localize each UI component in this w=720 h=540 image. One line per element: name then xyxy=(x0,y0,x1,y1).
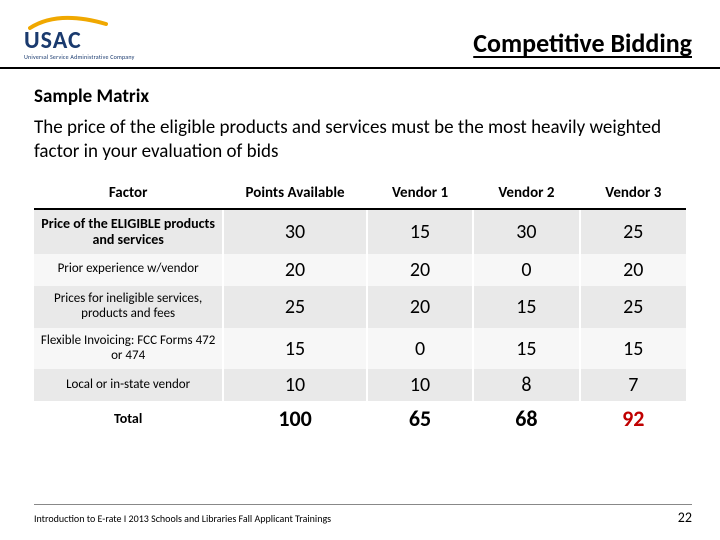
value-cell: 15 xyxy=(473,286,579,328)
col-points: Points Available xyxy=(223,178,367,209)
total-value: 65 xyxy=(367,401,473,436)
logo-swoosh-icon xyxy=(28,14,108,32)
value-cell: 20 xyxy=(580,254,686,286)
slide-footer: Introduction to E-rate I 2013 Schools an… xyxy=(34,504,692,526)
table-row: Prices for ineligible services, products… xyxy=(34,286,686,328)
value-cell: 30 xyxy=(473,209,579,254)
value-cell: 25 xyxy=(223,286,367,328)
table-body: Price of the ELIGIBLE products and servi… xyxy=(34,209,686,437)
sample-matrix-table: Factor Points Available Vendor 1 Vendor … xyxy=(34,178,686,437)
usac-logo: USAC Universal Service Administrative Co… xyxy=(24,14,135,61)
col-factor: Factor xyxy=(34,178,223,209)
value-cell: 15 xyxy=(473,328,579,370)
col-vendor2: Vendor 2 xyxy=(473,178,579,209)
value-cell: 15 xyxy=(223,328,367,370)
intro-text: The price of the eligible products and s… xyxy=(34,116,686,164)
table-row: Prior experience w/vendor2020020 xyxy=(34,254,686,286)
total-value: 100 xyxy=(223,401,367,436)
value-cell: 0 xyxy=(367,328,473,370)
value-cell: 15 xyxy=(580,328,686,370)
value-cell: 10 xyxy=(367,369,473,401)
col-vendor1: Vendor 1 xyxy=(367,178,473,209)
value-cell: 25 xyxy=(580,209,686,254)
col-vendor3: Vendor 3 xyxy=(580,178,686,209)
value-cell: 20 xyxy=(223,254,367,286)
table-row: Price of the ELIGIBLE products and servi… xyxy=(34,209,686,254)
table-row: Flexible Invoicing: FCC Forms 472 or 474… xyxy=(34,328,686,370)
total-value: 68 xyxy=(473,401,579,436)
factor-cell: Flexible Invoicing: FCC Forms 472 or 474 xyxy=(34,328,223,370)
subtitle: Sample Matrix xyxy=(34,85,686,108)
page-number: 22 xyxy=(678,509,692,526)
table-header-row: Factor Points Available Vendor 1 Vendor … xyxy=(34,178,686,209)
value-cell: 7 xyxy=(580,369,686,401)
factor-cell: Local or in-state vendor xyxy=(34,369,223,401)
factor-cell: Prior experience w/vendor xyxy=(34,254,223,286)
value-cell: 10 xyxy=(223,369,367,401)
value-cell: 30 xyxy=(223,209,367,254)
value-cell: 0 xyxy=(473,254,579,286)
total-label: Total xyxy=(34,401,223,436)
value-cell: 8 xyxy=(473,369,579,401)
content-area: Sample Matrix The price of the eligible … xyxy=(0,69,720,436)
footer-text: Introduction to E-rate I 2013 Schools an… xyxy=(34,512,331,525)
factor-cell: Price of the ELIGIBLE products and servi… xyxy=(34,209,223,254)
total-row: Total100656892 xyxy=(34,401,686,436)
value-cell: 15 xyxy=(367,209,473,254)
page-title: Competitive Bidding xyxy=(473,27,692,61)
value-cell: 25 xyxy=(580,286,686,328)
table-row: Local or in-state vendor101087 xyxy=(34,369,686,401)
value-cell: 20 xyxy=(367,286,473,328)
value-cell: 20 xyxy=(367,254,473,286)
logo-subtext: Universal Service Administrative Company xyxy=(24,53,135,61)
total-value: 92 xyxy=(580,401,686,436)
factor-cell: Prices for ineligible services, products… xyxy=(34,286,223,328)
slide-header: USAC Universal Service Administrative Co… xyxy=(0,0,720,69)
